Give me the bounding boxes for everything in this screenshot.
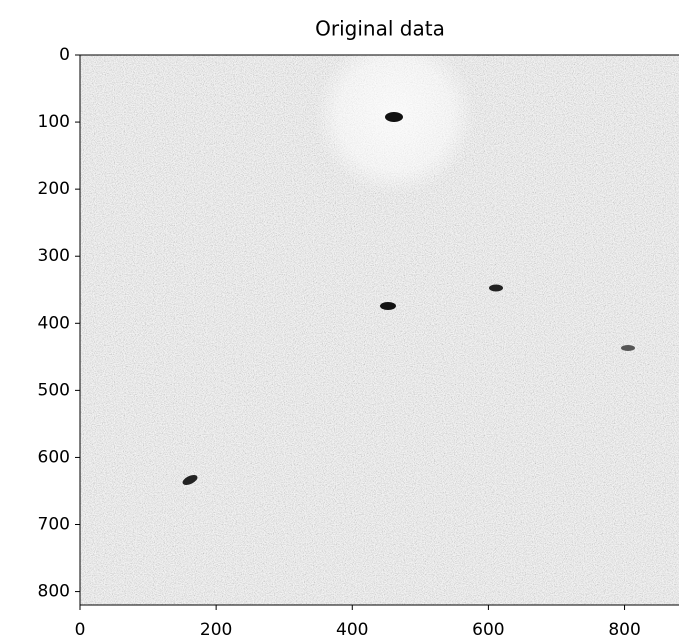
y-tick-label: 500 [38,380,70,400]
x-tick-label: 200 [200,620,232,640]
y-tick-label: 0 [59,45,70,65]
y-tick-label: 400 [38,313,70,333]
y-tick-label: 600 [38,447,70,467]
image [80,55,679,605]
x-tick-label: 400 [336,620,368,640]
y-tick-label: 200 [38,179,70,199]
x-tick-label: 800 [608,620,640,640]
chart-title: Original data [315,17,445,41]
axes-frame [79,54,679,606]
y-tick-label: 100 [38,112,70,132]
y-tick-label: 800 [38,582,70,602]
y-tick-label: 700 [38,515,70,535]
y-tick-label: 300 [38,246,70,266]
x-tick-label: 0 [75,620,86,640]
x-tick-label: 600 [472,620,504,640]
